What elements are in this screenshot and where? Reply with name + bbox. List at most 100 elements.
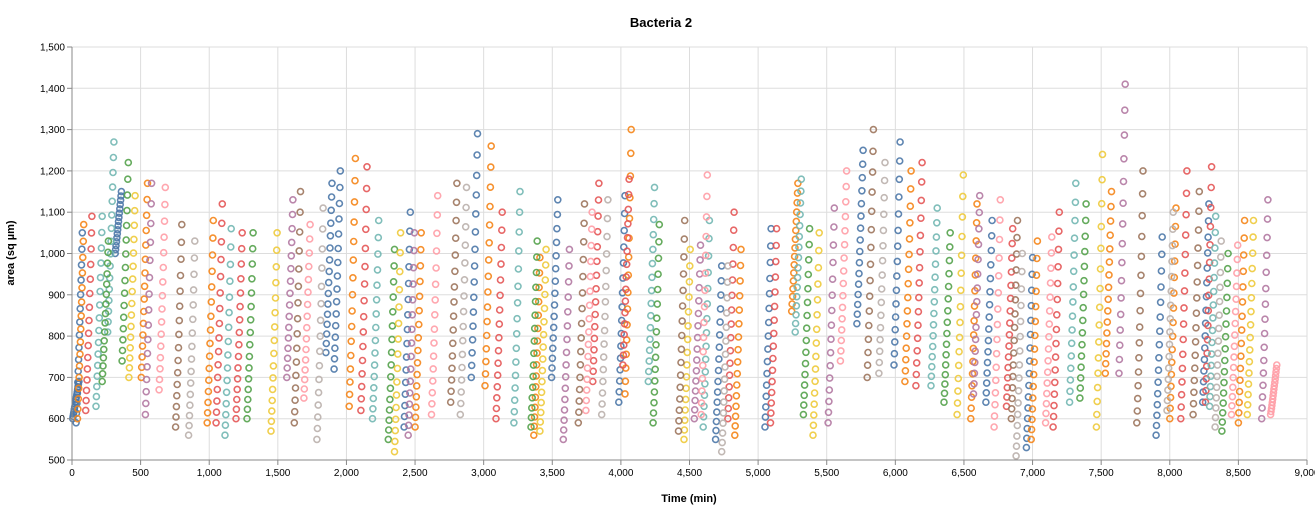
data-point xyxy=(1072,179,1080,188)
data-point xyxy=(953,399,962,407)
data-point xyxy=(1272,368,1280,376)
data-point xyxy=(83,365,92,373)
data-point xyxy=(322,339,331,348)
data-point xyxy=(726,333,735,342)
data-point xyxy=(190,270,198,279)
data-point xyxy=(1217,237,1225,245)
data-point xyxy=(1096,284,1104,293)
data-point xyxy=(699,333,708,342)
data-point xyxy=(1023,434,1031,443)
data-point xyxy=(362,205,371,214)
data-point xyxy=(869,125,878,134)
data-point xyxy=(98,212,106,221)
data-point xyxy=(300,375,309,384)
data-point xyxy=(79,220,88,229)
data-point xyxy=(1013,432,1021,440)
data-point xyxy=(1031,302,1040,311)
data-point xyxy=(406,208,415,216)
data-point xyxy=(1244,390,1252,399)
data-point xyxy=(1026,344,1034,352)
data-point xyxy=(1272,364,1281,373)
data-point xyxy=(482,331,491,340)
data-point xyxy=(982,379,991,387)
data-point xyxy=(993,320,1002,329)
data-point xyxy=(417,229,426,237)
data-point xyxy=(622,273,631,281)
y-tick-label: 1,500 xyxy=(40,43,65,54)
data-point xyxy=(1096,265,1105,273)
data-point xyxy=(721,363,729,371)
data-point xyxy=(726,359,734,368)
data-point xyxy=(590,345,598,354)
data-point xyxy=(624,205,633,214)
data-point xyxy=(414,320,423,329)
data-point xyxy=(1068,326,1076,334)
data-point xyxy=(890,338,899,346)
data-point xyxy=(541,261,550,269)
data-point xyxy=(990,423,998,431)
data-point xyxy=(1138,211,1146,220)
data-point xyxy=(972,219,981,227)
data-point xyxy=(1194,244,1202,252)
data-point xyxy=(533,349,541,357)
data-point xyxy=(224,323,233,332)
data-point xyxy=(1213,372,1221,381)
data-point xyxy=(330,365,338,373)
data-point xyxy=(270,323,279,331)
data-point xyxy=(912,370,921,379)
data-point xyxy=(531,382,540,391)
data-point xyxy=(1230,342,1239,351)
data-point xyxy=(1203,249,1212,257)
data-point xyxy=(1031,331,1039,340)
data-point xyxy=(333,258,342,267)
data-point xyxy=(314,401,323,409)
data-point xyxy=(857,212,865,220)
data-point xyxy=(401,401,409,410)
data-point xyxy=(864,335,873,344)
data-point xyxy=(586,272,595,281)
data-point xyxy=(305,249,314,257)
data-point xyxy=(350,198,359,206)
data-point xyxy=(680,253,688,261)
data-point xyxy=(970,369,979,378)
data-point xyxy=(388,322,397,330)
data-point xyxy=(893,242,902,250)
data-point xyxy=(484,256,493,264)
data-point xyxy=(1247,293,1256,302)
data-point xyxy=(1101,359,1110,368)
data-point xyxy=(212,408,221,417)
data-point xyxy=(1106,245,1114,253)
data-point xyxy=(433,191,442,200)
data-point xyxy=(550,301,559,309)
data-point xyxy=(446,398,455,407)
data-point xyxy=(346,378,354,386)
data-point xyxy=(1248,279,1256,288)
data-point xyxy=(626,149,635,158)
data-point xyxy=(702,232,710,241)
data-point xyxy=(797,175,806,183)
data-point xyxy=(294,298,302,307)
data-point xyxy=(645,346,654,355)
data-point xyxy=(285,301,294,309)
data-point xyxy=(701,355,710,364)
data-point xyxy=(1203,349,1211,358)
data-point xyxy=(877,298,886,307)
data-point xyxy=(734,333,743,341)
data-point xyxy=(1079,316,1087,325)
data-point xyxy=(1243,410,1252,419)
data-point xyxy=(1097,222,1106,231)
data-point xyxy=(1094,354,1103,362)
data-point xyxy=(429,365,438,373)
series-6 xyxy=(125,150,1258,456)
data-point xyxy=(189,286,198,294)
data-point xyxy=(1211,423,1219,431)
data-point xyxy=(1271,375,1279,383)
data-point xyxy=(1018,267,1026,276)
data-point xyxy=(712,408,721,416)
data-point xyxy=(237,244,246,253)
data-point xyxy=(620,319,629,328)
data-point xyxy=(1231,331,1239,339)
data-point xyxy=(1013,410,1022,419)
data-point xyxy=(553,210,562,219)
data-point xyxy=(984,336,993,345)
